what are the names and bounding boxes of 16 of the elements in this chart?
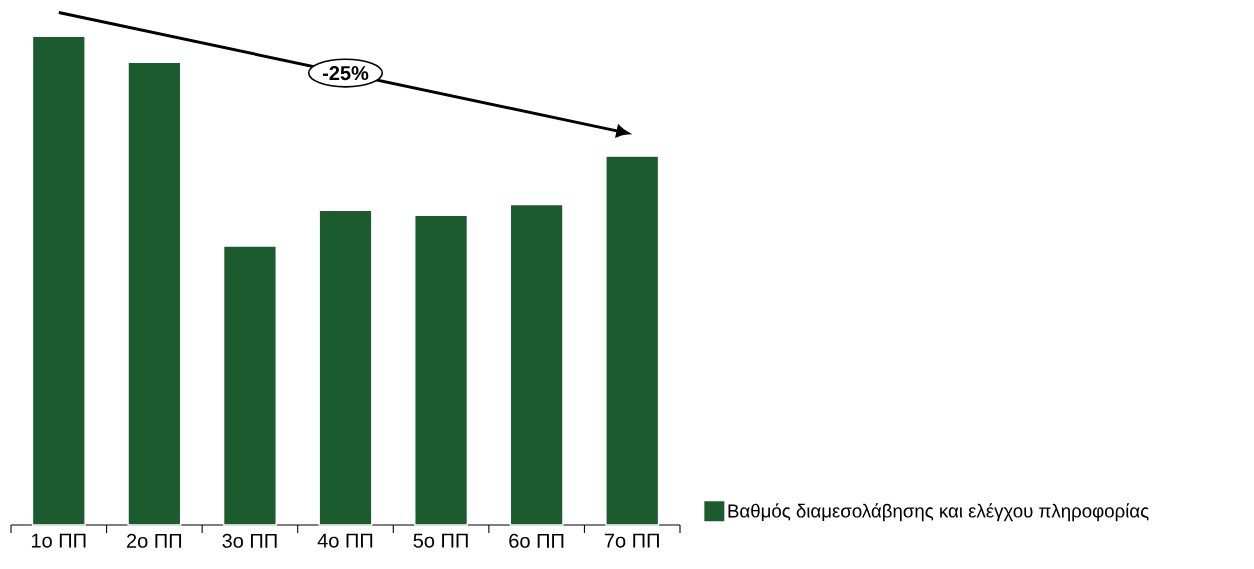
bar [318, 209, 373, 526]
bar [509, 203, 564, 526]
x-tick-label: 1ο ΠΠ [31, 533, 86, 548]
bar [414, 214, 469, 526]
x-tick-label: 5ο ΠΠ [413, 533, 468, 548]
x-tick-label: 2ο ΠΠ [127, 533, 182, 548]
bar [222, 245, 277, 526]
x-tick-label: 3ο ΠΠ [222, 533, 277, 548]
bar [31, 35, 86, 526]
bar [127, 61, 182, 526]
x-tick-label: 7ο ΠΠ [604, 533, 659, 548]
annotation: -25% [322, 65, 369, 81]
x-tick-label: 4ο ΠΠ [317, 533, 373, 548]
x-tick-label: 6ο ΠΠ [509, 533, 564, 548]
bar [605, 155, 660, 526]
legend-label: Βαθμός διαμεσολάβησης και ελέγχου πληροφορίας [728, 503, 1149, 522]
